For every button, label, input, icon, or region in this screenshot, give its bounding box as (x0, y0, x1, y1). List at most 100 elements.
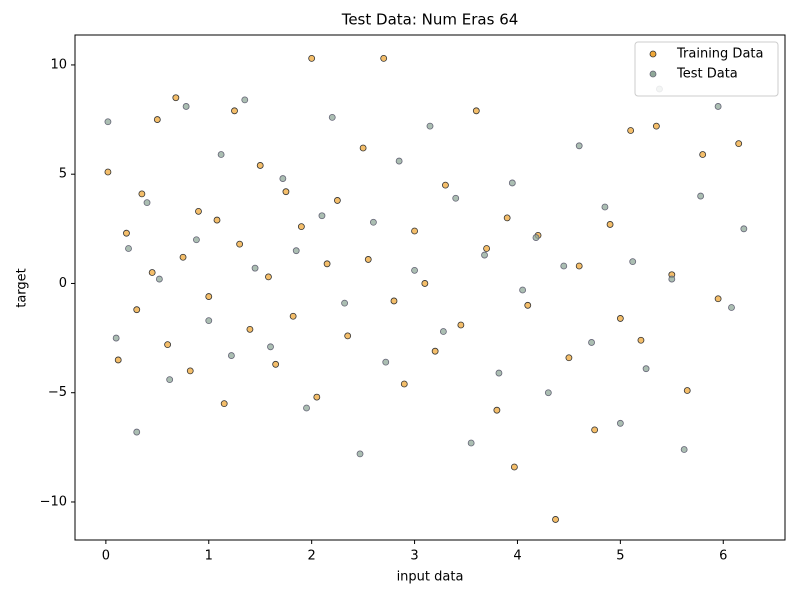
point (356, 450, 364, 458)
point (652, 122, 660, 130)
point (510, 463, 518, 471)
point (382, 358, 390, 366)
legend-label: Training Data (676, 47, 763, 62)
point (123, 229, 130, 237)
point (164, 341, 172, 349)
point (104, 168, 112, 176)
x-tick-label: 1 (205, 549, 213, 564)
x-tick-label: 5 (616, 549, 624, 564)
point (308, 54, 316, 62)
point (370, 218, 377, 226)
point (380, 54, 388, 62)
point (344, 332, 352, 340)
point (182, 103, 190, 110)
point (452, 194, 460, 202)
x-tick-label: 4 (513, 549, 521, 564)
point (292, 247, 300, 255)
point (166, 376, 174, 384)
point (552, 516, 559, 523)
point (481, 251, 488, 259)
point (508, 179, 516, 187)
legend-marker (649, 50, 657, 58)
point (532, 234, 540, 241)
point (683, 387, 691, 394)
point (524, 301, 532, 309)
point (565, 354, 573, 362)
point (231, 107, 238, 115)
point (364, 256, 372, 263)
point (256, 162, 264, 169)
point (272, 360, 280, 368)
chart-title: Test Data: Num Eras 64 (341, 11, 519, 29)
point (205, 317, 213, 325)
point (728, 304, 735, 311)
point (153, 116, 161, 123)
point (228, 352, 235, 359)
y-tick-label: 5 (59, 167, 67, 182)
x-tick-label: 2 (308, 549, 316, 564)
point (735, 140, 743, 148)
point (575, 262, 583, 270)
point (411, 266, 418, 274)
point (544, 389, 552, 397)
point (195, 207, 202, 215)
point (313, 393, 321, 401)
point (114, 356, 122, 364)
point (606, 221, 614, 228)
point (467, 439, 475, 447)
point (426, 122, 434, 130)
point (359, 144, 367, 152)
point (217, 151, 225, 158)
point (323, 260, 331, 268)
point (133, 428, 141, 436)
x-tick-label: 3 (410, 549, 418, 564)
point (125, 245, 132, 252)
point (560, 262, 568, 270)
point (637, 336, 645, 344)
x-tick-label: 6 (719, 549, 727, 564)
point (503, 214, 511, 222)
point (439, 328, 447, 335)
point (616, 419, 624, 427)
point (104, 118, 112, 126)
point (400, 380, 408, 388)
point (575, 142, 583, 150)
point (155, 275, 163, 283)
point (495, 369, 503, 377)
point (642, 365, 650, 373)
point (629, 258, 637, 266)
point (493, 406, 501, 414)
point (588, 339, 595, 346)
point (179, 253, 187, 261)
point (390, 297, 398, 305)
point (282, 188, 290, 196)
point (714, 103, 722, 110)
point (591, 426, 599, 434)
point (431, 347, 439, 355)
point (699, 151, 707, 158)
y-axis-label: target (15, 268, 30, 308)
point (289, 312, 297, 320)
point (627, 127, 635, 134)
x-axis-label: input data (397, 570, 464, 585)
point (714, 295, 722, 303)
point (740, 225, 748, 233)
legend-label: Test Data (676, 67, 738, 82)
point (328, 113, 336, 121)
point (519, 286, 527, 294)
plot-frame (74, 34, 786, 541)
point (246, 325, 254, 333)
point (318, 212, 326, 220)
point (241, 96, 249, 104)
point (616, 315, 624, 322)
point (236, 240, 244, 248)
point (186, 367, 194, 375)
point (172, 94, 180, 102)
point (421, 280, 429, 287)
point (442, 181, 449, 189)
point (213, 216, 221, 224)
y-tick-label: 10 (50, 57, 67, 72)
x-tick-label: 0 (102, 549, 110, 564)
y-tick-label: −10 (40, 494, 67, 509)
point (483, 245, 490, 252)
